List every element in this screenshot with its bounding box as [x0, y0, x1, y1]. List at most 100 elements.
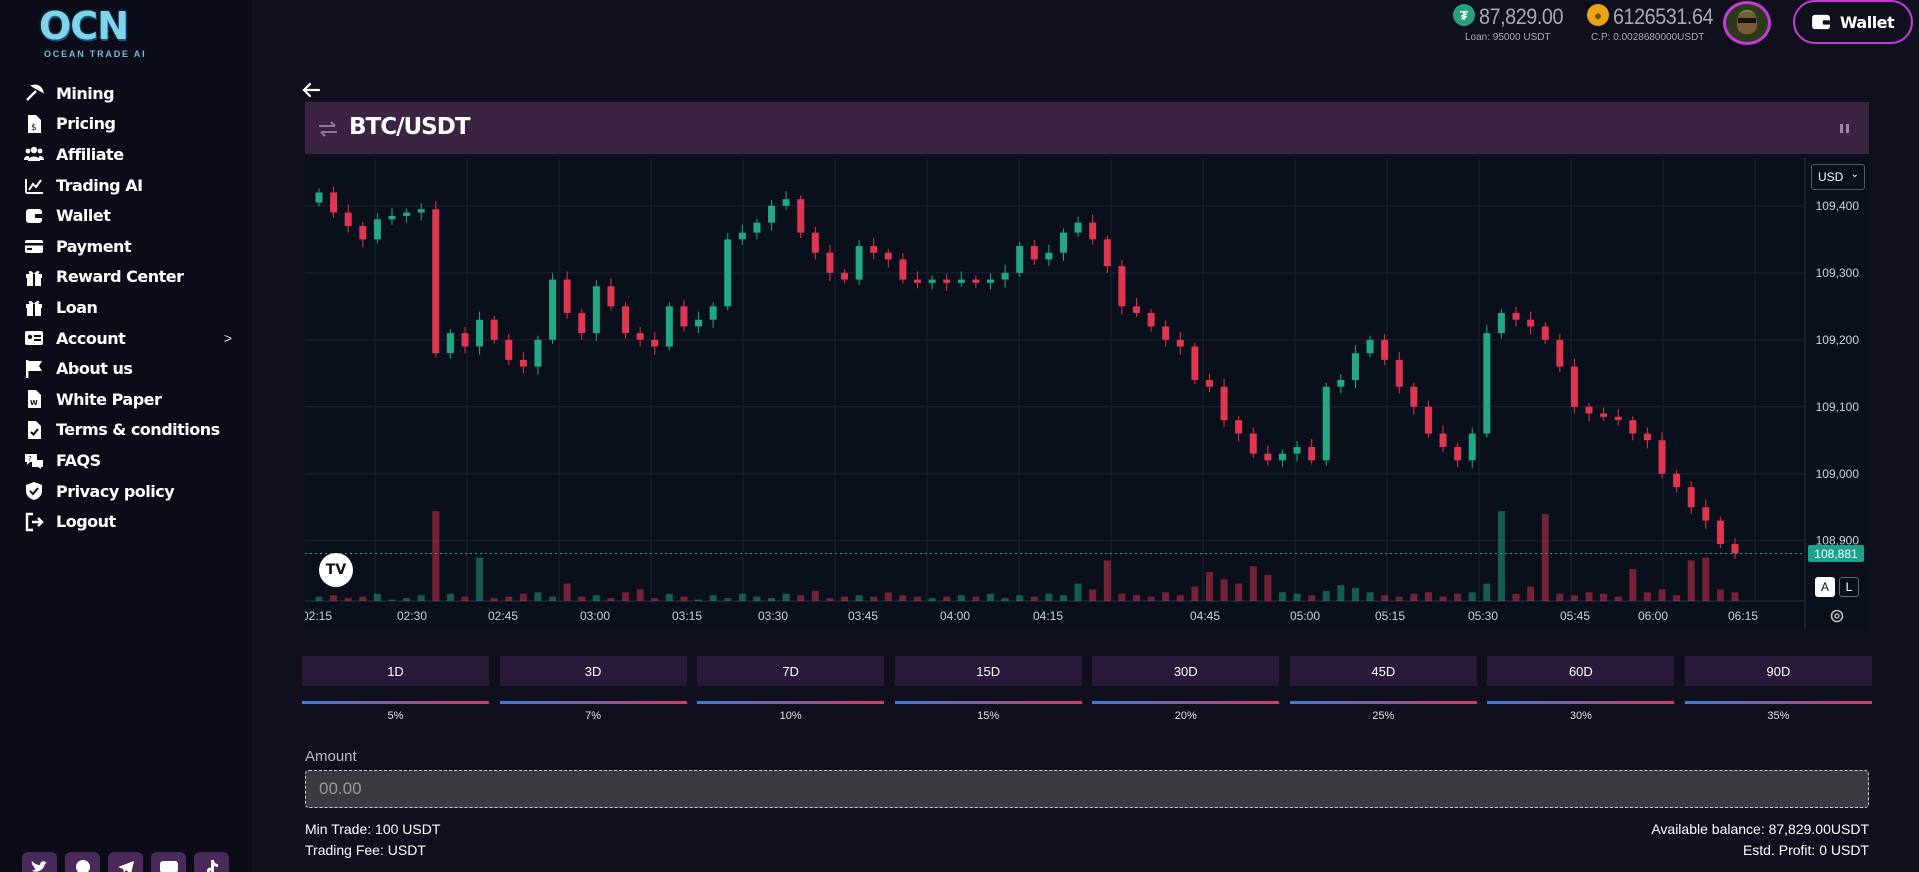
- sidebar-item-label: Wallet: [56, 206, 111, 226]
- sidebar-item-white-paper[interactable]: W White Paper: [22, 384, 242, 415]
- usdt-balance-amount: 87,829.00: [1479, 4, 1564, 29]
- duration-divider: [1092, 701, 1280, 704]
- sidebar-item-privacy-policy[interactable]: Privacy policy: [22, 476, 242, 507]
- candle: [534, 339, 542, 367]
- avatar-glasses: [1738, 18, 1756, 23]
- back-arrow-icon[interactable]: [302, 82, 322, 98]
- volume-bar: [1220, 579, 1228, 601]
- wallet-icon: [22, 206, 46, 226]
- min-trade-text: Min Trade: 100 USDT: [305, 821, 441, 837]
- candle: [899, 259, 907, 280]
- tiktok-link[interactable]: [194, 852, 229, 872]
- auto-scale-button[interactable]: A: [1815, 577, 1835, 597]
- volume-bar: [1016, 595, 1024, 601]
- candle: [519, 359, 527, 367]
- candlestick-chart[interactable]: 109,400 109,300 109,200 109,100 109,000 108,9…: [305, 159, 1869, 630]
- sidebar-item-terms-conditions[interactable]: Terms & conditions: [22, 415, 242, 446]
- sidebar-item-payment[interactable]: Payment: [22, 231, 242, 262]
- candle: [1629, 420, 1637, 434]
- volume-bar: [403, 598, 411, 601]
- duration-option-30d[interactable]: 30D 20%: [1092, 656, 1280, 722]
- shield-check-icon: [22, 481, 46, 501]
- duration-divider: [894, 701, 1082, 704]
- sidebar-item-loan[interactable]: Loan: [22, 292, 242, 323]
- duration-option-90d[interactable]: 90D 35%: [1684, 656, 1872, 722]
- volume-bar: [1395, 596, 1403, 601]
- candle: [1089, 222, 1097, 240]
- volume-bar: [665, 593, 673, 601]
- candle: [1147, 313, 1155, 327]
- candle: [330, 192, 338, 213]
- sidebar-item-reward-center[interactable]: Reward Center: [22, 262, 242, 293]
- trading-fee-text: Trading Fee: USDT: [305, 842, 426, 858]
- last-price-label: 108,881: [1808, 545, 1864, 562]
- volume-bar: [1497, 511, 1505, 601]
- candles-toggle-icon[interactable]: [1839, 122, 1851, 134]
- avatar[interactable]: [1723, 1, 1771, 45]
- volume-bar: [388, 599, 396, 601]
- sidebar-item-faqs[interactable]: ? FAQS: [22, 445, 242, 476]
- document-check-icon: [22, 420, 46, 440]
- volume-bar: [549, 596, 557, 601]
- sidebar-item-affiliate[interactable]: Affiliate: [22, 139, 242, 170]
- candle: [1205, 380, 1213, 387]
- candle: [505, 339, 513, 360]
- volume-bar: [1351, 587, 1359, 601]
- coin-icon: ●: [1587, 4, 1609, 26]
- sidebar-item-wallet[interactable]: Wallet: [22, 200, 242, 231]
- candle: [841, 272, 849, 280]
- volume-bar: [1264, 574, 1272, 601]
- candle: [1132, 306, 1140, 314]
- candle: [315, 192, 323, 203]
- candle: [1541, 326, 1549, 340]
- y-tick-label: 109,000: [1816, 467, 1860, 481]
- volume-bar: [1687, 560, 1695, 601]
- duration-option-1d[interactable]: 1D 5%: [302, 656, 489, 722]
- volume-bar: [1658, 589, 1666, 601]
- facebook-link[interactable]: [65, 852, 100, 872]
- telegram-link[interactable]: [108, 852, 143, 872]
- sidebar-item-mining[interactable]: Mining: [22, 78, 242, 109]
- x-tick-label: 02:15: [305, 609, 332, 623]
- x-tick-label: 05:45: [1560, 609, 1590, 623]
- tradingview-logo-icon[interactable]: TV: [319, 553, 353, 587]
- swap-arrows-icon[interactable]: [317, 120, 339, 138]
- candle: [826, 252, 834, 273]
- wallet-button[interactable]: Wallet: [1793, 0, 1913, 44]
- candle: [1176, 339, 1184, 347]
- gear-icon[interactable]: [1829, 608, 1845, 624]
- candle: [1191, 346, 1199, 380]
- brand-logo[interactable]: OCN OCEAN TRADE AI: [35, 4, 160, 59]
- sidebar-item-trading-ai[interactable]: Trading AI: [22, 170, 242, 201]
- chat-question-icon: ?: [22, 450, 46, 470]
- duration-option-3d[interactable]: 3D 7%: [499, 656, 687, 722]
- log-scale-button[interactable]: L: [1839, 577, 1859, 597]
- volume-bar: [490, 598, 498, 601]
- volume-bar: [651, 598, 659, 601]
- youtube-link[interactable]: [151, 852, 186, 872]
- sidebar-item-account[interactable]: Account >: [22, 323, 242, 354]
- sidebar-item-logout[interactable]: Logout: [22, 506, 242, 537]
- chevron-right-icon: >: [223, 329, 232, 346]
- duration-option-45d[interactable]: 45D 25%: [1289, 656, 1477, 722]
- volume-bar: [1527, 586, 1535, 601]
- duration-option-15d[interactable]: 15D 15%: [894, 656, 1082, 722]
- duration-option-7d[interactable]: 7D 10%: [697, 656, 885, 722]
- candle: [870, 246, 878, 253]
- sidebar-item-label: Account: [56, 328, 126, 348]
- y-tick-label: 109,100: [1816, 400, 1860, 414]
- sidebar-item-about-us[interactable]: About us: [22, 353, 242, 384]
- sidebar-item-pricing[interactable]: $ Pricing: [22, 109, 242, 140]
- candle: [738, 232, 746, 240]
- logo-subtitle: OCEAN TRADE AI: [44, 49, 147, 59]
- twitter-link[interactable]: [22, 852, 57, 872]
- price-chart[interactable]: 109,400 109,300 109,200 109,100 109,000 108,9…: [305, 159, 1869, 630]
- duration-option-60d[interactable]: 60D 30%: [1487, 656, 1675, 722]
- currency-select[interactable]: USD ⌄: [1811, 164, 1865, 190]
- duration-options: 1D 5% 3D 7% 7D 10% 15D 15% 30D 20% 45D 25% 60D 30% 90D…: [302, 656, 1872, 722]
- volume-bar: [738, 593, 746, 601]
- amount-input[interactable]: [305, 770, 1869, 808]
- volume-bar: [1614, 596, 1622, 601]
- volume-bar: [855, 595, 863, 601]
- volume-bar: [1556, 593, 1564, 601]
